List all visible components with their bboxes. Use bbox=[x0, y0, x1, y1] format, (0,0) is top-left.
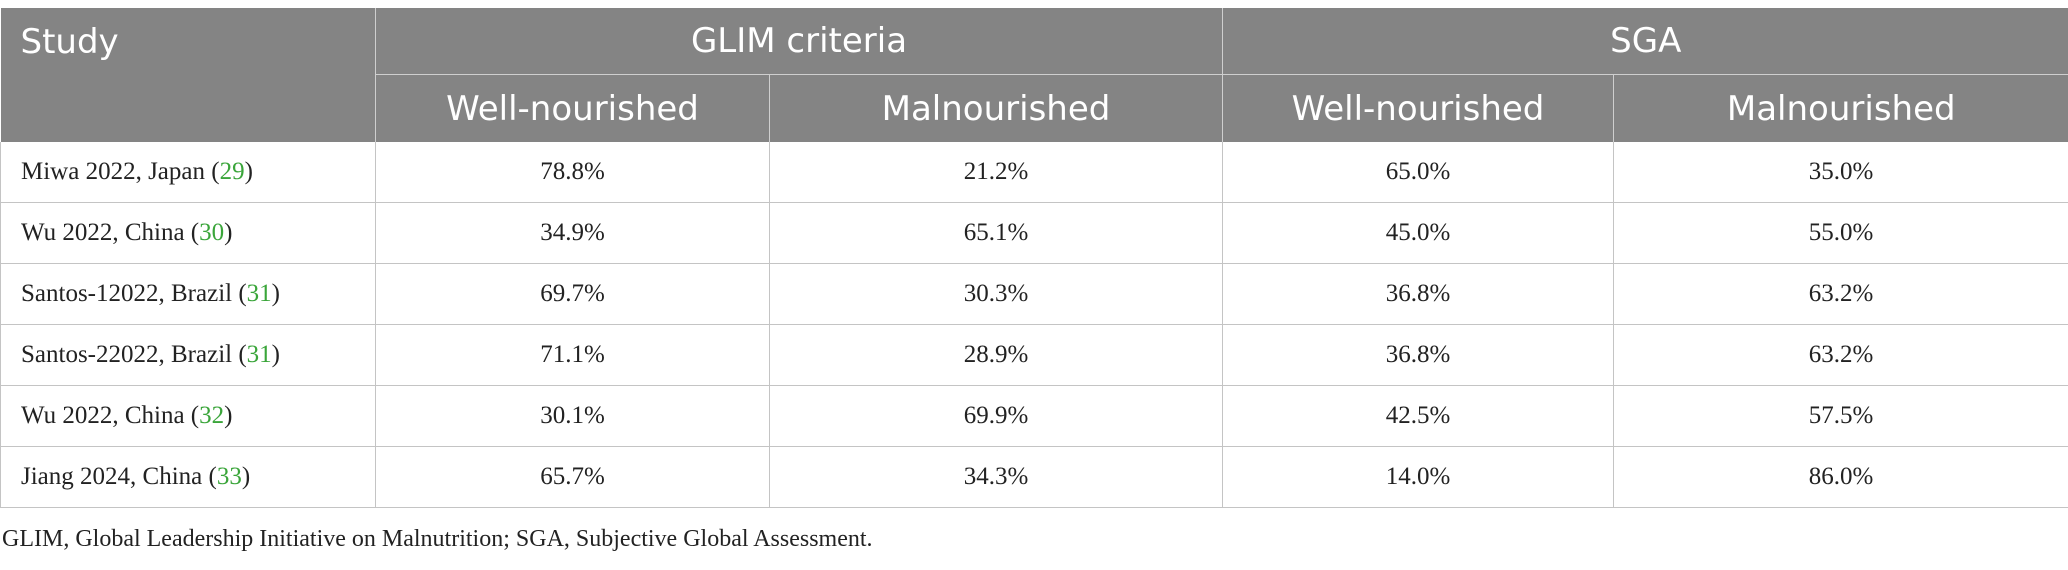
table-row: Jiang 2024, China (33) 65.7% 34.3% 14.0% 86.… bbox=[0, 446, 2068, 508]
reference-close-paren: ) bbox=[244, 158, 253, 185]
sga-malnourished-cell: 86.0% bbox=[1613, 446, 2068, 508]
glim-malnourished-cell: 65.1% bbox=[769, 202, 1223, 264]
reference-link[interactable]: 31 bbox=[246, 280, 272, 307]
sga-malnourished-cell: 63.2% bbox=[1613, 263, 2068, 325]
glim-well-nourished-cell: 69.7% bbox=[375, 263, 770, 325]
glim-well-nourished-cell: 34.9% bbox=[375, 202, 770, 264]
study-cell: Santos-12022, Brazil (31) bbox=[0, 263, 376, 325]
sga-malnourished-cell: 35.0% bbox=[1613, 142, 2068, 203]
reference-close-paren: ) bbox=[224, 402, 233, 429]
header-sga-well-nourished: Well-nourished bbox=[1222, 74, 1614, 142]
header-sga: SGA bbox=[1222, 8, 2068, 75]
glim-malnourished-cell: 69.9% bbox=[769, 385, 1223, 447]
glim-well-nourished-cell: 65.7% bbox=[375, 446, 770, 508]
glim-well-nourished-cell: 71.1% bbox=[375, 324, 770, 386]
study-cell: Santos-22022, Brazil (31) bbox=[0, 324, 376, 386]
glim-malnourished-cell: 34.3% bbox=[769, 446, 1223, 508]
reference-link[interactable]: 33 bbox=[216, 463, 242, 490]
table-row: Santos-12022, Brazil (31) 69.7% 30.3% 36.8%… bbox=[0, 263, 2068, 325]
reference-link[interactable]: 30 bbox=[199, 219, 225, 246]
study-cell: Wu 2022, China (30) bbox=[0, 202, 376, 264]
sga-well-nourished-cell: 14.0% bbox=[1222, 446, 1614, 508]
table-row: Wu 2022, China (30) 34.9% 65.1% 45.0% 55.0% bbox=[0, 202, 2068, 264]
reference-close-paren: ) bbox=[224, 219, 233, 246]
table-row: Wu 2022, China (32) 30.1% 69.9% 42.5% 57.5% bbox=[0, 385, 2068, 447]
header-row-groups: Study GLIM criteria SGA bbox=[0, 8, 2068, 142]
table-footnote: GLIM, Global Leadership Initiative on Ma… bbox=[2, 526, 873, 552]
study-name: Santos-22022, Brazil ( bbox=[21, 341, 247, 368]
sga-malnourished-cell: 63.2% bbox=[1613, 324, 2068, 386]
glim-malnourished-cell: 30.3% bbox=[769, 263, 1223, 325]
header-glim-criteria: GLIM criteria bbox=[375, 8, 1223, 75]
sga-well-nourished-cell: 42.5% bbox=[1222, 385, 1614, 447]
header-glim-well-nourished: Well-nourished bbox=[375, 74, 770, 142]
results-table: Study GLIM criteria SGA Well-nourished M… bbox=[0, 8, 2068, 508]
study-name: Santos-12022, Brazil ( bbox=[21, 280, 247, 307]
header-sga-malnourished: Malnourished bbox=[1613, 74, 2068, 142]
reference-link[interactable]: 32 bbox=[199, 402, 225, 429]
sga-well-nourished-cell: 65.0% bbox=[1222, 142, 1614, 203]
sga-well-nourished-cell: 45.0% bbox=[1222, 202, 1614, 264]
glim-malnourished-cell: 28.9% bbox=[769, 324, 1223, 386]
reference-link[interactable]: 31 bbox=[246, 341, 272, 368]
study-cell: Miwa 2022, Japan (29) bbox=[0, 142, 376, 203]
sga-malnourished-cell: 57.5% bbox=[1613, 385, 2068, 447]
reference-close-paren: ) bbox=[271, 280, 280, 307]
reference-close-paren: ) bbox=[241, 463, 251, 490]
glim-well-nourished-cell: 78.8% bbox=[375, 142, 770, 203]
sga-well-nourished-cell: 36.8% bbox=[1222, 263, 1614, 325]
study-name: Wu 2022, China ( bbox=[21, 402, 200, 429]
study-name: Miwa 2022, Japan ( bbox=[21, 158, 220, 185]
study-cell: Jiang 2024, China (33) bbox=[0, 446, 376, 508]
glim-malnourished-cell: 21.2% bbox=[769, 142, 1223, 203]
data-table-container: Study GLIM criteria SGA Well-nourished M… bbox=[0, 8, 2068, 508]
reference-close-paren: ) bbox=[271, 341, 280, 368]
header-study: Study bbox=[0, 8, 376, 142]
reference-link[interactable]: 29 bbox=[219, 158, 245, 185]
study-name: Jiang 2024, China ( bbox=[21, 463, 217, 490]
sga-malnourished-cell: 55.0% bbox=[1613, 202, 2068, 264]
study-cell: Wu 2022, China (32) bbox=[0, 385, 376, 447]
sga-well-nourished-cell: 36.8% bbox=[1222, 324, 1614, 386]
header-row-subcolumns: Well-nourished Malnourished Well-nourish… bbox=[1, 74, 2068, 142]
table-row: Santos-22022, Brazil (31) 71.1% 28.9% 36.8%… bbox=[0, 324, 2068, 386]
study-name: Wu 2022, China ( bbox=[21, 219, 200, 246]
table-row: Miwa 2022, Japan (29) 78.8% 21.2% 65.0% 35.0… bbox=[0, 142, 2068, 203]
glim-well-nourished-cell: 30.1% bbox=[375, 385, 770, 447]
header-glim-malnourished: Malnourished bbox=[769, 74, 1223, 142]
